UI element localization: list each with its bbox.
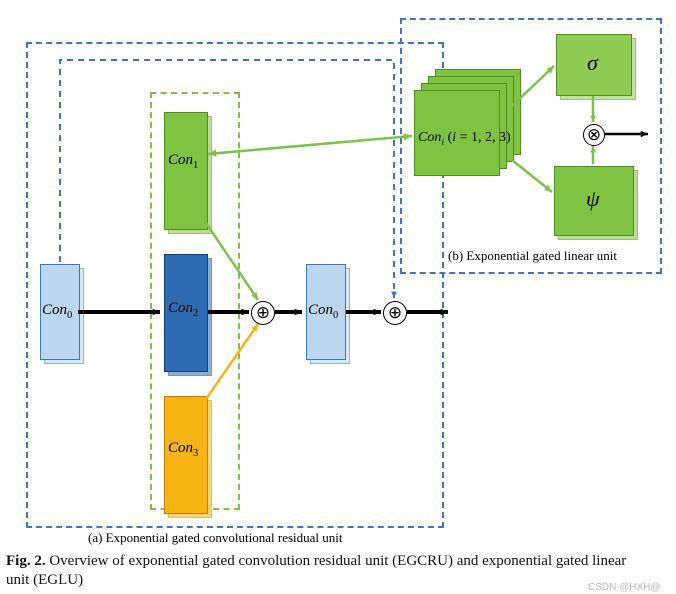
label-con0: Con0 <box>42 302 72 321</box>
label-con3: Con3 <box>168 440 198 459</box>
label-coni: Coni (i = 1, 2, 3) <box>418 130 511 148</box>
label-con2: Con2 <box>168 300 198 319</box>
operator-plus_a: ⊕ <box>251 301 275 325</box>
operator-plus_b: ⊕ <box>383 301 407 325</box>
watermark: CSDN @HXH@ <box>588 582 661 593</box>
arrows-layer <box>0 0 676 594</box>
label-con1: Con1 <box>168 152 198 171</box>
figure-caption: Fig. 2. Overview of exponential gated co… <box>6 552 646 590</box>
diagram-stage: ⊕ ⊕ ⊗ Con0 Con1 Con2 Con3 Con0 Coni (i = 1, 2, 3… <box>0 0 676 594</box>
label-psi: ψ <box>586 186 600 212</box>
label-cap_b: (b) Exponential gated linear unit <box>448 248 617 264</box>
label-sigma: σ <box>587 50 598 76</box>
label-cap_a: (a) Exponential gated convolutional resi… <box>88 530 343 546</box>
operator-mult: ⊗ <box>583 124 605 146</box>
label-con0b: Con0 <box>308 302 338 321</box>
